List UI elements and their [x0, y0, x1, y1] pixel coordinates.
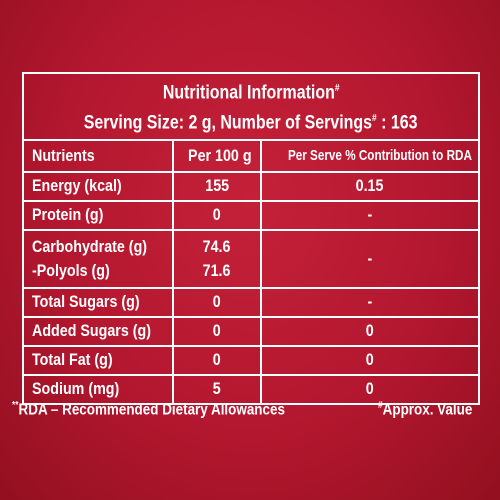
nutrient-cell: Protein (g) — [22, 199, 174, 231]
per100g-line: 155 — [182, 174, 252, 198]
per100g-value: 155 — [205, 176, 229, 196]
column-text: Per Serve % Contribution to RDA — [287, 146, 472, 164]
nutrient-line: Protein (g) — [32, 203, 164, 227]
column-text: Per 100 g — [188, 145, 252, 165]
serving-count: : 163 — [377, 112, 418, 134]
column-header: Per 100 g — [172, 138, 262, 173]
nutrient-cell: Total Sugars (g) — [22, 286, 174, 318]
nutrient-line: Added Sugars (g) — [32, 319, 164, 343]
serving-text: Serving Size: 2 g, Number of Servings — [84, 112, 373, 134]
per100g-value: 0 — [213, 292, 221, 312]
column-text: Nutrients — [32, 145, 95, 165]
nutrient-name: Added Sugars (g) — [32, 321, 152, 341]
nutrient-line: -Polyols (g) — [32, 259, 164, 283]
footer-mark: # — [378, 400, 383, 411]
nutrient-line: Carbohydrate (g) — [32, 235, 164, 259]
footer-right: #Approx. Value — [378, 400, 490, 419]
rda-cell: 0 — [259, 373, 481, 405]
header-cell: Nutritional Information# Serving Size: 2… — [21, 72, 481, 141]
per100g-line: 0 — [182, 319, 252, 343]
per100g-value: 0 — [213, 350, 221, 370]
footer-note: RDA – Recommended Dietary Allowances — [18, 401, 285, 419]
footer-text: #Approx. Value — [378, 400, 472, 419]
table-row: Sodium (mg) 5 0 — [22, 373, 481, 405]
per100g-cell: 5 — [172, 373, 262, 405]
table-row: Energy (kcal) 155 0.15 — [22, 170, 481, 202]
rda-value: 0 — [366, 350, 374, 370]
table-body: Nutritional Information# Serving Size: 2… — [21, 72, 481, 405]
nutrient-name: Total Sugars (g) — [32, 292, 140, 312]
nutrient-name: -Polyols (g) — [32, 260, 110, 280]
nutrient-cell: Sodium (mg) — [22, 373, 174, 405]
rda-value: 0 — [366, 379, 374, 399]
table-row: Total Sugars (g) 0 - — [22, 286, 481, 318]
footer-mark: ** — [12, 400, 19, 411]
nutrition-table: Nutritional Information# Serving Size: 2… — [21, 72, 481, 405]
per100g-line: 74.6 — [182, 235, 252, 259]
footer-note: Approx. Value — [382, 401, 473, 419]
title-mark: # — [334, 83, 340, 94]
rda-cell: - — [259, 199, 481, 231]
nutrient-cell: Carbohydrate (g) -Polyols (g) — [22, 228, 174, 289]
table-row: Carbohydrate (g) -Polyols (g) 74.6 71.6 - — [22, 228, 481, 289]
table-row: Added Sugars (g) 0 0 — [22, 315, 481, 347]
nutrient-name: Carbohydrate (g) — [32, 236, 148, 256]
rda-value: 0 — [366, 321, 374, 341]
nutrient-cell: Added Sugars (g) — [22, 315, 174, 347]
nutrient-cell: Energy (kcal) — [22, 170, 174, 202]
per100g-value: 5 — [213, 379, 221, 399]
per100g-line: 0 — [182, 290, 252, 314]
per100g-cell: 0 — [172, 315, 262, 347]
per100g-cell: 0 — [172, 199, 262, 231]
per100g-cell: 0 — [172, 344, 262, 376]
rda-cell: - — [259, 228, 481, 289]
nutrient-line: Sodium (mg) — [32, 377, 164, 401]
nutrient-line: Total Fat (g) — [32, 348, 164, 372]
footer-text: **RDA – Recommended Dietary Allowances — [12, 400, 285, 419]
rda-value: - — [367, 205, 373, 225]
per100g-line: 0 — [182, 203, 252, 227]
header-row: Nutritional Information# Serving Size: 2… — [21, 72, 481, 141]
per100g-value: 74.6 — [203, 236, 231, 256]
table-row: Protein (g) 0 - — [22, 199, 481, 231]
nutrient-line: Total Sugars (g) — [32, 290, 164, 314]
nutrient-name: Protein (g) — [32, 205, 104, 225]
rda-cell: 0 — [259, 344, 481, 376]
serving: Serving Size: 2 g, Number of Servings# :… — [84, 106, 418, 136]
column-header: Nutrients — [22, 138, 174, 173]
nutrient-name: Energy (kcal) — [32, 176, 122, 196]
per100g-value: 0 — [213, 321, 221, 341]
nutrient-line: Energy (kcal) — [32, 174, 164, 198]
column-row: Nutrients Per 100 g Per Serve % Contribu… — [22, 138, 481, 173]
table-row: Total Fat (g) 0 0 — [22, 344, 481, 376]
per100g-value: 0 — [213, 205, 221, 225]
nutrient-cell: Total Fat (g) — [22, 344, 174, 376]
rda-value: 0.15 — [356, 176, 384, 196]
per100g-line: 5 — [182, 377, 252, 401]
rda-value: - — [367, 292, 373, 312]
per100g-cell: 155 — [172, 170, 262, 202]
serving-mark: # — [372, 113, 378, 125]
rda-cell: 0.15 — [259, 170, 481, 202]
per100g-line: 71.6 — [182, 259, 252, 283]
rda-cell: 0 — [259, 315, 481, 347]
footer-left: **RDA – Recommended Dietary Allowances — [12, 400, 337, 419]
per100g-value: 71.6 — [203, 260, 231, 280]
title: Nutritional Information# — [163, 76, 340, 106]
per100g-cell: 74.6 71.6 — [172, 228, 262, 289]
rda-cell: - — [259, 286, 481, 318]
nutrient-name: Total Fat (g) — [32, 350, 113, 370]
per100g-line: 0 — [182, 348, 252, 372]
per100g-cell: 0 — [172, 286, 262, 318]
rda-value: - — [367, 248, 373, 268]
nutrient-name: Sodium (mg) — [32, 379, 120, 399]
column-header: Per Serve % Contribution to RDA — [259, 138, 481, 173]
title-text: Nutritional Information — [162, 82, 335, 104]
